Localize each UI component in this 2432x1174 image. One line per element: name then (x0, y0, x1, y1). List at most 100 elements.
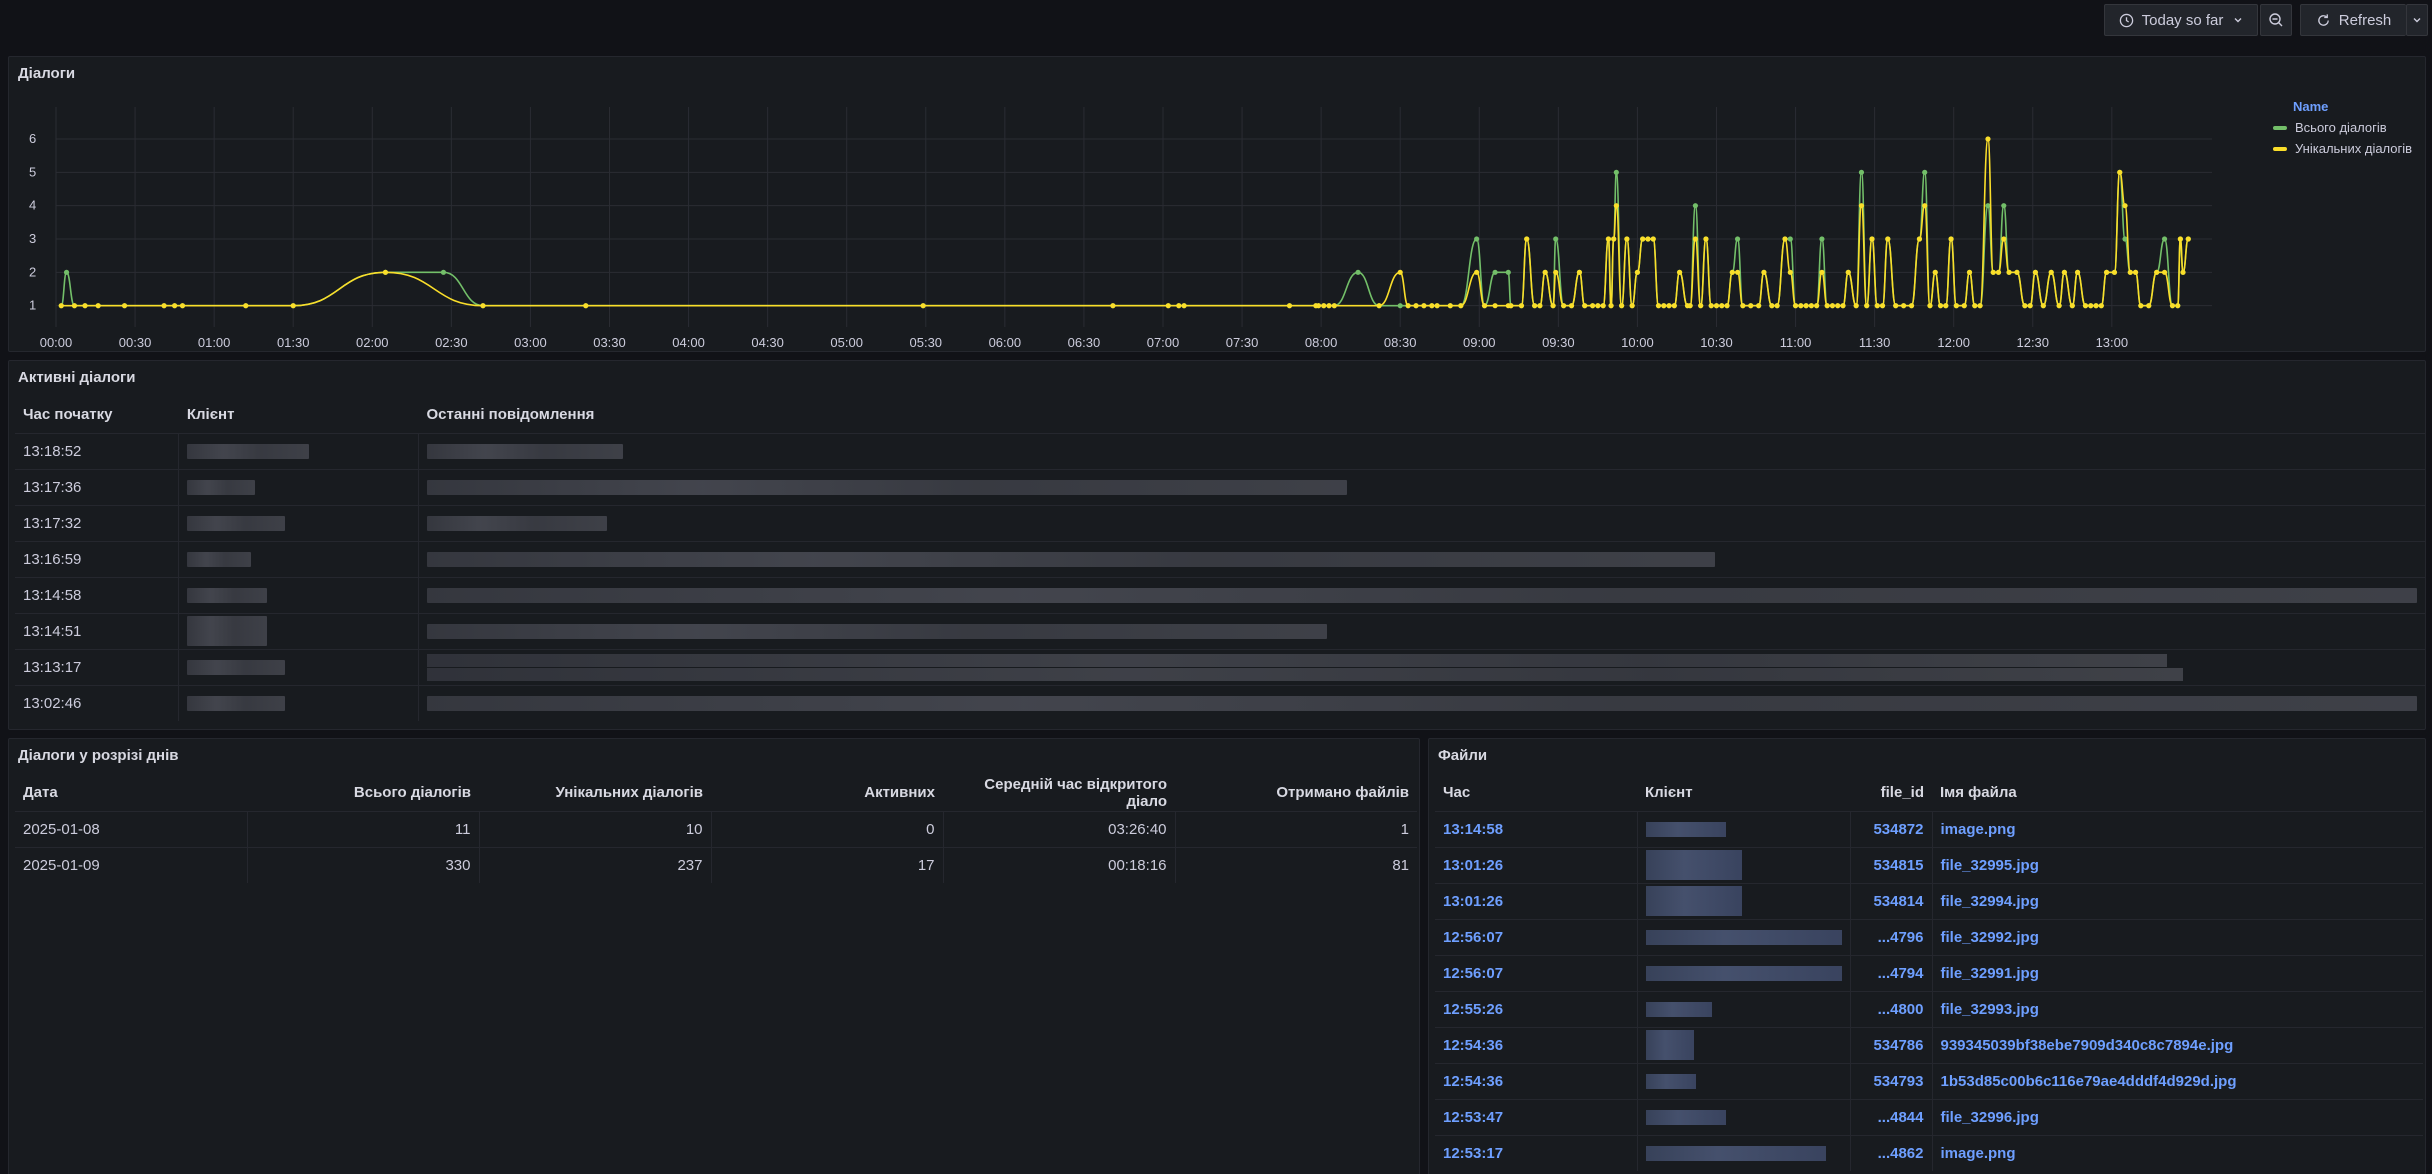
data-point[interactable] (1840, 303, 1846, 309)
file-id-link[interactable]: ...4800 (1850, 990, 1933, 1027)
data-point[interactable] (1927, 303, 1933, 309)
data-point[interactable] (1829, 303, 1836, 309)
legend-header[interactable]: Name (2293, 99, 2329, 114)
data-point[interactable] (1619, 303, 1625, 309)
data-point[interactable] (1645, 236, 1651, 242)
data-point[interactable] (121, 303, 128, 309)
table-row[interactable]: 13:16:59 (15, 540, 2425, 577)
data-point[interactable] (1505, 269, 1511, 275)
file-name-link[interactable]: file_32995.jpg (1932, 846, 2423, 883)
data-point[interactable] (2161, 269, 2168, 275)
data-point[interactable] (2074, 269, 2081, 275)
file-id-link[interactable]: 534786 (1850, 1026, 1933, 1063)
data-point[interactable] (1787, 269, 1793, 275)
data-point[interactable] (1110, 303, 1116, 309)
data-point[interactable] (1803, 303, 1809, 309)
data-point[interactable] (1853, 303, 1859, 309)
data-point[interactable] (1405, 303, 1411, 309)
data-point[interactable] (1692, 236, 1699, 242)
data-point[interactable] (1613, 169, 1619, 175)
file-name-link[interactable]: file_32994.jpg (1932, 882, 2423, 919)
data-point[interactable] (1698, 303, 1704, 309)
data-point[interactable] (1729, 269, 1735, 275)
data-point[interactable] (1532, 303, 1538, 309)
data-point[interactable] (1901, 303, 1907, 309)
data-point[interactable] (1666, 303, 1672, 309)
data-point[interactable] (1708, 303, 1714, 309)
file-name-link[interactable]: 939345039bf38ebe7909d340c8c7894e.jpg (1932, 1026, 2423, 1063)
time-range-picker[interactable]: Today so far (2104, 4, 2258, 36)
data-point[interactable] (1814, 303, 1820, 309)
data-point[interactable] (1629, 303, 1635, 309)
column-header-time[interactable]: Час (1443, 784, 1471, 802)
data-point[interactable] (1961, 303, 1967, 309)
data-point[interactable] (1676, 269, 1683, 275)
time-link[interactable]: 12:54:36 (1435, 1026, 1638, 1063)
table-row[interactable]: 13:17:36 (15, 468, 2425, 505)
data-point[interactable] (1932, 269, 1938, 275)
data-point[interactable] (480, 303, 486, 309)
data-point[interactable] (1692, 203, 1699, 209)
table-row[interactable]: 12:54:36 534786 939345039bf38ebe7909d340c8… (1435, 1026, 2423, 1063)
data-point[interactable] (1582, 303, 1588, 309)
data-point[interactable] (1734, 236, 1741, 242)
data-point[interactable] (1724, 303, 1730, 309)
column-header-file-name[interactable]: Імя файла (1940, 784, 2017, 802)
data-point[interactable] (1492, 303, 1498, 309)
legend-item-total[interactable]: Всього діалогів (2273, 120, 2412, 135)
table-row[interactable]: 13:01:26 534815 file_32995.jpg (1435, 846, 2423, 883)
column-header-total[interactable]: Всього діалогів (353, 784, 471, 802)
data-point[interactable] (1774, 303, 1780, 309)
table-row[interactable]: 12:56:07 ...4796 file_32992.jpg (1435, 918, 2423, 955)
data-point[interactable] (243, 303, 249, 309)
data-point[interactable] (58, 303, 64, 309)
refresh-interval-dropdown[interactable] (2406, 4, 2428, 36)
data-point[interactable] (1734, 269, 1741, 275)
data-point[interactable] (2180, 269, 2186, 275)
file-id-link[interactable]: ...4862 (1850, 1134, 1933, 1171)
data-point[interactable] (1434, 303, 1440, 309)
data-point[interactable] (2175, 303, 2181, 309)
data-point[interactable] (1286, 303, 1293, 309)
time-link[interactable]: 12:55:26 (1435, 990, 1638, 1027)
data-point[interactable] (2169, 303, 2176, 309)
data-point[interactable] (1537, 303, 1543, 309)
data-point[interactable] (1605, 236, 1612, 242)
table-row[interactable]: 12:53:17 ...4862 image.png (1435, 1134, 2423, 1171)
data-point[interactable] (2032, 269, 2039, 275)
data-point[interactable] (1524, 236, 1530, 242)
data-point[interactable] (290, 303, 296, 309)
data-point[interactable] (1995, 269, 2002, 275)
data-point[interactable] (2001, 203, 2007, 209)
data-point[interactable] (1550, 303, 1556, 309)
data-point[interactable] (1966, 269, 1973, 275)
data-point[interactable] (1985, 203, 1991, 209)
data-point[interactable] (1922, 203, 1928, 209)
series-line-unique[interactable] (61, 138, 2190, 307)
table-row[interactable]: 13:17:32 (15, 504, 2425, 541)
data-point[interactable] (1713, 303, 1720, 309)
data-point[interactable] (1869, 236, 1875, 242)
data-point[interactable] (1474, 269, 1480, 275)
column-header-date[interactable]: Дата (23, 784, 58, 802)
data-point[interactable] (2027, 303, 2033, 309)
data-point[interactable] (1553, 236, 1559, 242)
data-point[interactable] (2132, 269, 2139, 275)
table-row[interactable]: 12:54:36 534793 1b53d85c00b6c116e79ae4dddf… (1435, 1062, 2423, 1099)
column-header-start-time[interactable]: Час початку (23, 406, 113, 424)
data-point[interactable] (1608, 303, 1614, 309)
file-id-link[interactable]: ...4796 (1850, 918, 1933, 955)
data-point[interactable] (1640, 236, 1646, 242)
data-point[interactable] (172, 303, 178, 309)
data-point[interactable] (1568, 303, 1575, 309)
table-row[interactable]: 13:14:58 (15, 576, 2425, 613)
data-point[interactable] (2154, 269, 2160, 275)
file-id-link[interactable]: 534793 (1850, 1062, 1933, 1099)
data-point[interactable] (2127, 269, 2133, 275)
time-link[interactable]: 12:53:47 (1435, 1098, 1638, 1135)
legend-item-unique[interactable]: Унікальних діалогів (2273, 141, 2412, 156)
data-point[interactable] (1948, 236, 1954, 242)
data-point[interactable] (1858, 169, 1865, 175)
data-point[interactable] (1326, 303, 1332, 309)
data-point[interactable] (1835, 303, 1841, 309)
